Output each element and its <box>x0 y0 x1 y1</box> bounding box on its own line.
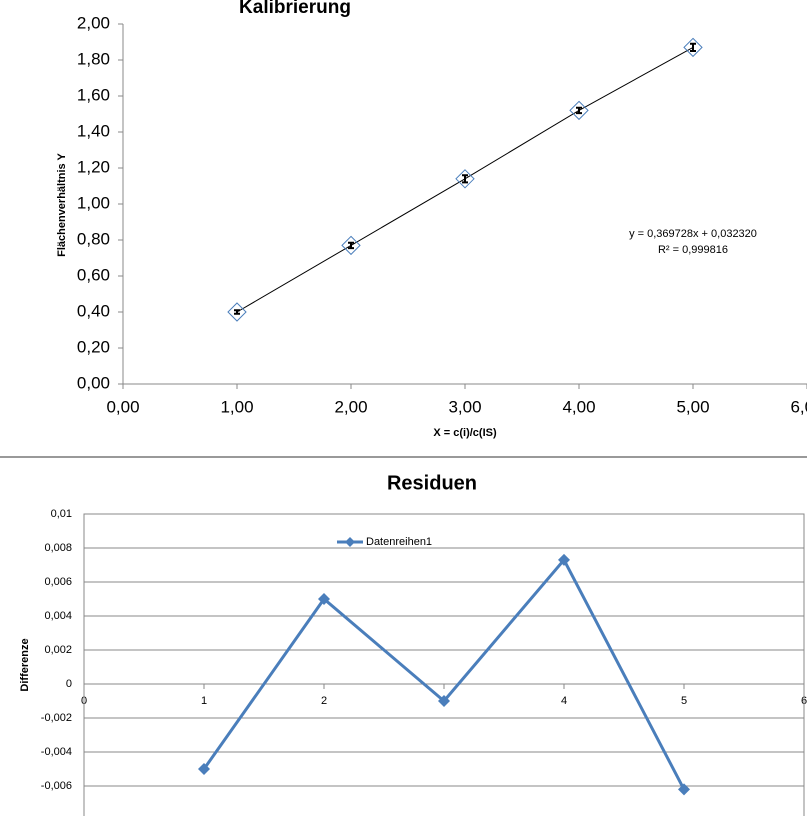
y-tick-label: 0,002 <box>44 644 72 656</box>
chart-title: Residuen <box>387 472 477 494</box>
point <box>569 100 589 121</box>
marker <box>678 783 690 796</box>
x-tick-label: 5 <box>681 695 687 707</box>
y-tick-label: 0,01 <box>51 508 72 520</box>
x-tick-label: 2 <box>321 695 327 707</box>
point <box>683 37 703 58</box>
y-tick-label: 0,60 <box>77 265 110 284</box>
y-tick-label: 1,40 <box>77 121 110 140</box>
point <box>455 169 475 189</box>
error-bar <box>690 42 696 52</box>
point <box>227 302 247 322</box>
point <box>341 235 361 256</box>
series-line <box>202 557 686 791</box>
y-tick-label: 2,00 <box>77 13 110 32</box>
annotation: R² = 0,999816 <box>658 244 728 256</box>
y-tick-label: 0,00 <box>77 373 110 392</box>
chart-title: Kalibrierung <box>239 0 351 18</box>
error-bar <box>234 309 240 315</box>
x-tick-label: 2,00 <box>334 397 367 416</box>
y-tick-label: 0 <box>66 678 72 690</box>
y-tick-label: 1,00 <box>77 193 110 212</box>
x-axis-title: X = c(i)/c(IS) <box>433 427 497 439</box>
x-tick-label: 4,00 <box>562 397 595 416</box>
legend-label: Datenreihen1 <box>366 536 432 548</box>
y-tick-label: 1,60 <box>77 85 110 104</box>
y-tick-label: 0,008 <box>44 542 72 554</box>
x-tick-label: 3,00 <box>448 397 481 416</box>
y-tick-label: -0,002 <box>41 712 72 724</box>
y-tick-label: 0,80 <box>77 229 110 248</box>
error-bar <box>462 174 468 184</box>
y-tick-label: 1,20 <box>77 157 110 176</box>
y-tick-label: 0,006 <box>44 576 72 588</box>
y-tick-label: 1,80 <box>77 49 110 68</box>
y-tick-label: -0,006 <box>41 780 72 792</box>
x-tick-label: 5,00 <box>676 397 709 416</box>
y-axis-title: Flächenverhältnis Y <box>56 152 68 256</box>
y-tick-label: 0,004 <box>44 610 72 622</box>
y-axis-title: Differenze <box>19 638 31 691</box>
x-tick-label: 6,00 <box>790 397 807 416</box>
annotation: y = 0,369728x + 0,032320 <box>629 228 757 240</box>
error-bar <box>348 241 354 250</box>
y-tick-label: -0,004 <box>41 746 72 758</box>
x-tick-label: 1 <box>201 695 207 707</box>
marker <box>198 763 210 775</box>
legend-marker <box>345 537 355 547</box>
y-tick-label: 0,40 <box>77 301 110 320</box>
marker <box>438 695 450 707</box>
plot-frame <box>83 513 805 816</box>
marker <box>318 593 330 605</box>
marker <box>558 553 570 566</box>
error-bar <box>576 106 582 115</box>
x-tick-label: 0,00 <box>106 397 139 416</box>
x-tick-label: 4 <box>561 695 567 707</box>
x-tick-label: 1,00 <box>220 397 253 416</box>
y-tick-label: 0,20 <box>77 337 110 356</box>
